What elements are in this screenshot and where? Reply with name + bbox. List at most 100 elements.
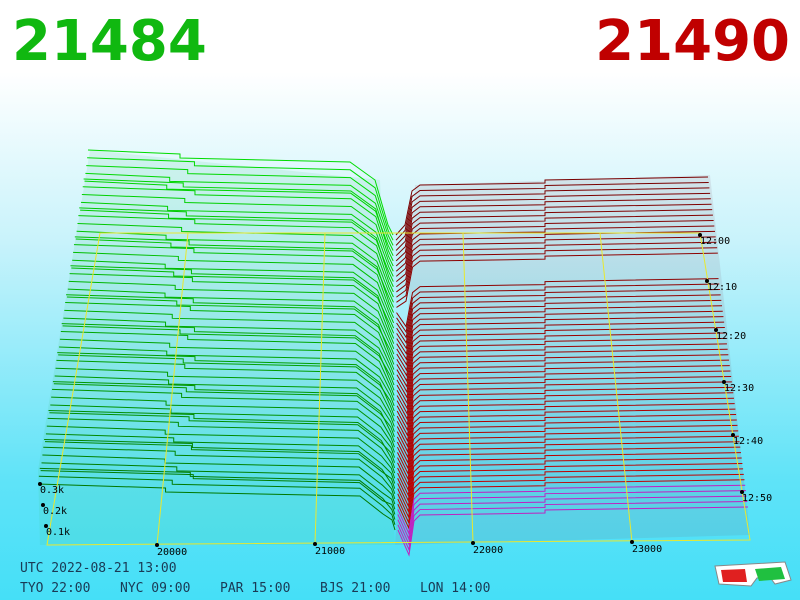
bid-line xyxy=(72,259,395,329)
ask-line xyxy=(397,441,740,492)
bid-line xyxy=(63,317,395,381)
grid-line xyxy=(314,232,326,545)
ask-line xyxy=(396,278,719,328)
volume-label: 0.1k xyxy=(46,527,70,538)
ask-line xyxy=(397,484,746,535)
bid-line xyxy=(45,433,396,484)
bid-line xyxy=(67,288,395,355)
ask-line xyxy=(396,386,733,437)
ask-line xyxy=(396,288,720,339)
ask-line xyxy=(397,430,739,481)
bid-line xyxy=(65,302,395,370)
time-tick xyxy=(740,490,744,494)
bid-line xyxy=(84,180,394,256)
volume-tick xyxy=(38,482,42,486)
ask-line xyxy=(396,419,737,470)
bid-line xyxy=(44,438,396,494)
volume-label: 0.2k xyxy=(43,506,67,517)
bid-line xyxy=(57,352,395,417)
ask-line xyxy=(396,230,716,288)
volume-tick xyxy=(41,503,45,507)
bid-line xyxy=(46,425,396,479)
bid-line xyxy=(37,483,396,531)
price-tick xyxy=(155,543,159,547)
time-label: 12:50 xyxy=(742,493,772,504)
bid-line xyxy=(62,325,395,386)
ask-line xyxy=(395,187,710,246)
bid-line xyxy=(82,186,394,267)
city-time: LON 14:00 xyxy=(420,581,490,596)
price-label: 21000 xyxy=(315,546,345,557)
bid-line xyxy=(51,396,395,453)
city-time: BJS 21:00 xyxy=(320,581,390,596)
time-label: 12:20 xyxy=(716,331,746,342)
ask-line xyxy=(396,381,732,432)
bid-line xyxy=(64,309,395,375)
ask-line xyxy=(396,337,727,388)
bid-line xyxy=(43,446,396,500)
bid-line xyxy=(75,238,394,308)
volume-tick xyxy=(44,524,48,528)
ask-line xyxy=(396,397,734,448)
ask-line xyxy=(395,176,709,236)
ask-line xyxy=(397,495,747,546)
bid-line xyxy=(41,462,396,510)
ask-line xyxy=(396,365,730,416)
ask-line xyxy=(396,343,727,394)
bid-line xyxy=(39,467,396,520)
ask-line xyxy=(397,479,745,530)
ask-line xyxy=(397,435,739,486)
ask-line xyxy=(397,424,738,476)
ask-line xyxy=(396,375,732,426)
ask-line xyxy=(397,462,743,514)
time-tick xyxy=(731,433,735,437)
ask-line xyxy=(396,294,721,345)
city-time: NYC 09:00 xyxy=(120,581,190,596)
time-tick xyxy=(705,279,709,283)
time-label: 12:10 xyxy=(707,282,737,293)
time-tick xyxy=(698,233,702,237)
bid-line xyxy=(59,338,395,401)
ask-line xyxy=(396,354,729,405)
bid-line xyxy=(52,388,395,448)
ask-line xyxy=(396,370,731,421)
bid-line xyxy=(70,265,395,339)
city-time: TYO 22:00 xyxy=(20,581,90,596)
time-tick xyxy=(714,328,718,332)
ask-line xyxy=(395,203,712,262)
bid-shade xyxy=(38,150,395,545)
bid-line xyxy=(53,383,395,438)
ask-line xyxy=(396,403,735,454)
ask-line xyxy=(397,452,741,503)
ask-line xyxy=(396,327,725,377)
bid-line xyxy=(73,244,395,319)
ask-price: 21490 xyxy=(595,9,790,74)
ask-line xyxy=(395,198,711,257)
bid-line xyxy=(54,375,395,432)
bid-line xyxy=(80,209,394,282)
bid-line xyxy=(76,230,394,303)
price-label: 20000 xyxy=(157,547,187,558)
ask-line xyxy=(397,446,741,497)
bid-line xyxy=(87,149,394,236)
bid-price: 21484 xyxy=(12,9,207,74)
price-tick xyxy=(630,540,634,544)
bid-line xyxy=(47,417,396,474)
bid-line xyxy=(45,441,396,489)
ask-line xyxy=(396,414,737,465)
price-tick xyxy=(471,541,475,545)
bid-line xyxy=(73,251,395,324)
bid-line xyxy=(66,294,395,365)
ask-line xyxy=(395,192,711,251)
bid-line xyxy=(38,475,396,525)
bid-line xyxy=(71,267,395,334)
ask-line xyxy=(396,348,728,399)
time-tick xyxy=(722,380,726,384)
bid-line xyxy=(74,236,394,313)
price-label: 22000 xyxy=(473,545,503,556)
bid-line xyxy=(56,359,395,422)
ask-line xyxy=(395,225,715,282)
bid-line xyxy=(48,410,396,469)
ask-line xyxy=(397,457,742,508)
bid-line xyxy=(86,165,394,246)
